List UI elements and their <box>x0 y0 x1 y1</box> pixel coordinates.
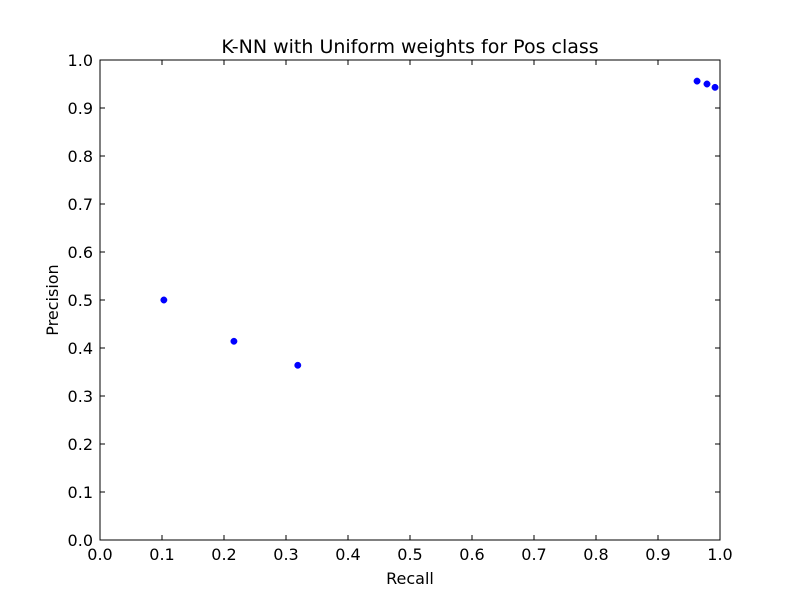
y-tick-label: 0.2 <box>68 435 93 454</box>
data-point <box>711 83 719 91</box>
x-tick-label: 0.1 <box>149 545 174 564</box>
data-point <box>294 361 302 369</box>
data-point <box>703 80 711 88</box>
y-tick-label: 0.1 <box>68 483 93 502</box>
x-tick-label: 0.6 <box>459 545 484 564</box>
chart-title: K-NN with Uniform weights for Pos class <box>221 36 598 58</box>
x-tick-label: 0.3 <box>273 545 298 564</box>
x-tick-label: 0.4 <box>335 545 360 564</box>
data-point <box>693 77 701 85</box>
x-tick-label: 0.7 <box>521 545 546 564</box>
data-point <box>230 337 238 345</box>
plot-frame <box>99 59 721 541</box>
y-tick-label: 0.8 <box>68 147 93 166</box>
x-axis-label: Recall <box>386 569 434 588</box>
data-points <box>160 77 719 369</box>
y-tick-label: 0.3 <box>68 387 93 406</box>
y-tick-label: 0.7 <box>68 195 93 214</box>
x-tick-label: 0.2 <box>211 545 236 564</box>
y-tick-label: 0.4 <box>68 339 93 358</box>
axis-ticks: 0.0 0.1 0.2 0.3 0.4 0.5 0.6 0.7 0.8 0.9 1.0 0.0 0.1 0… <box>68 51 733 564</box>
y-tick-label: 0.5 <box>68 291 93 310</box>
y-tick-label: 0.6 <box>68 243 93 262</box>
x-tick-label: 0.5 <box>397 545 422 564</box>
data-point <box>160 296 168 304</box>
y-tick-label: 1.0 <box>68 51 93 70</box>
y-tick-label: 0.0 <box>68 531 93 550</box>
x-tick-label: 0.8 <box>583 545 608 564</box>
x-tick-label: 0.0 <box>87 545 112 564</box>
x-tick-label: 0.9 <box>645 545 670 564</box>
y-axis-label: Precision <box>43 264 62 335</box>
x-tick-label: 1.0 <box>707 545 732 564</box>
y-tick-label: 0.9 <box>68 99 93 118</box>
